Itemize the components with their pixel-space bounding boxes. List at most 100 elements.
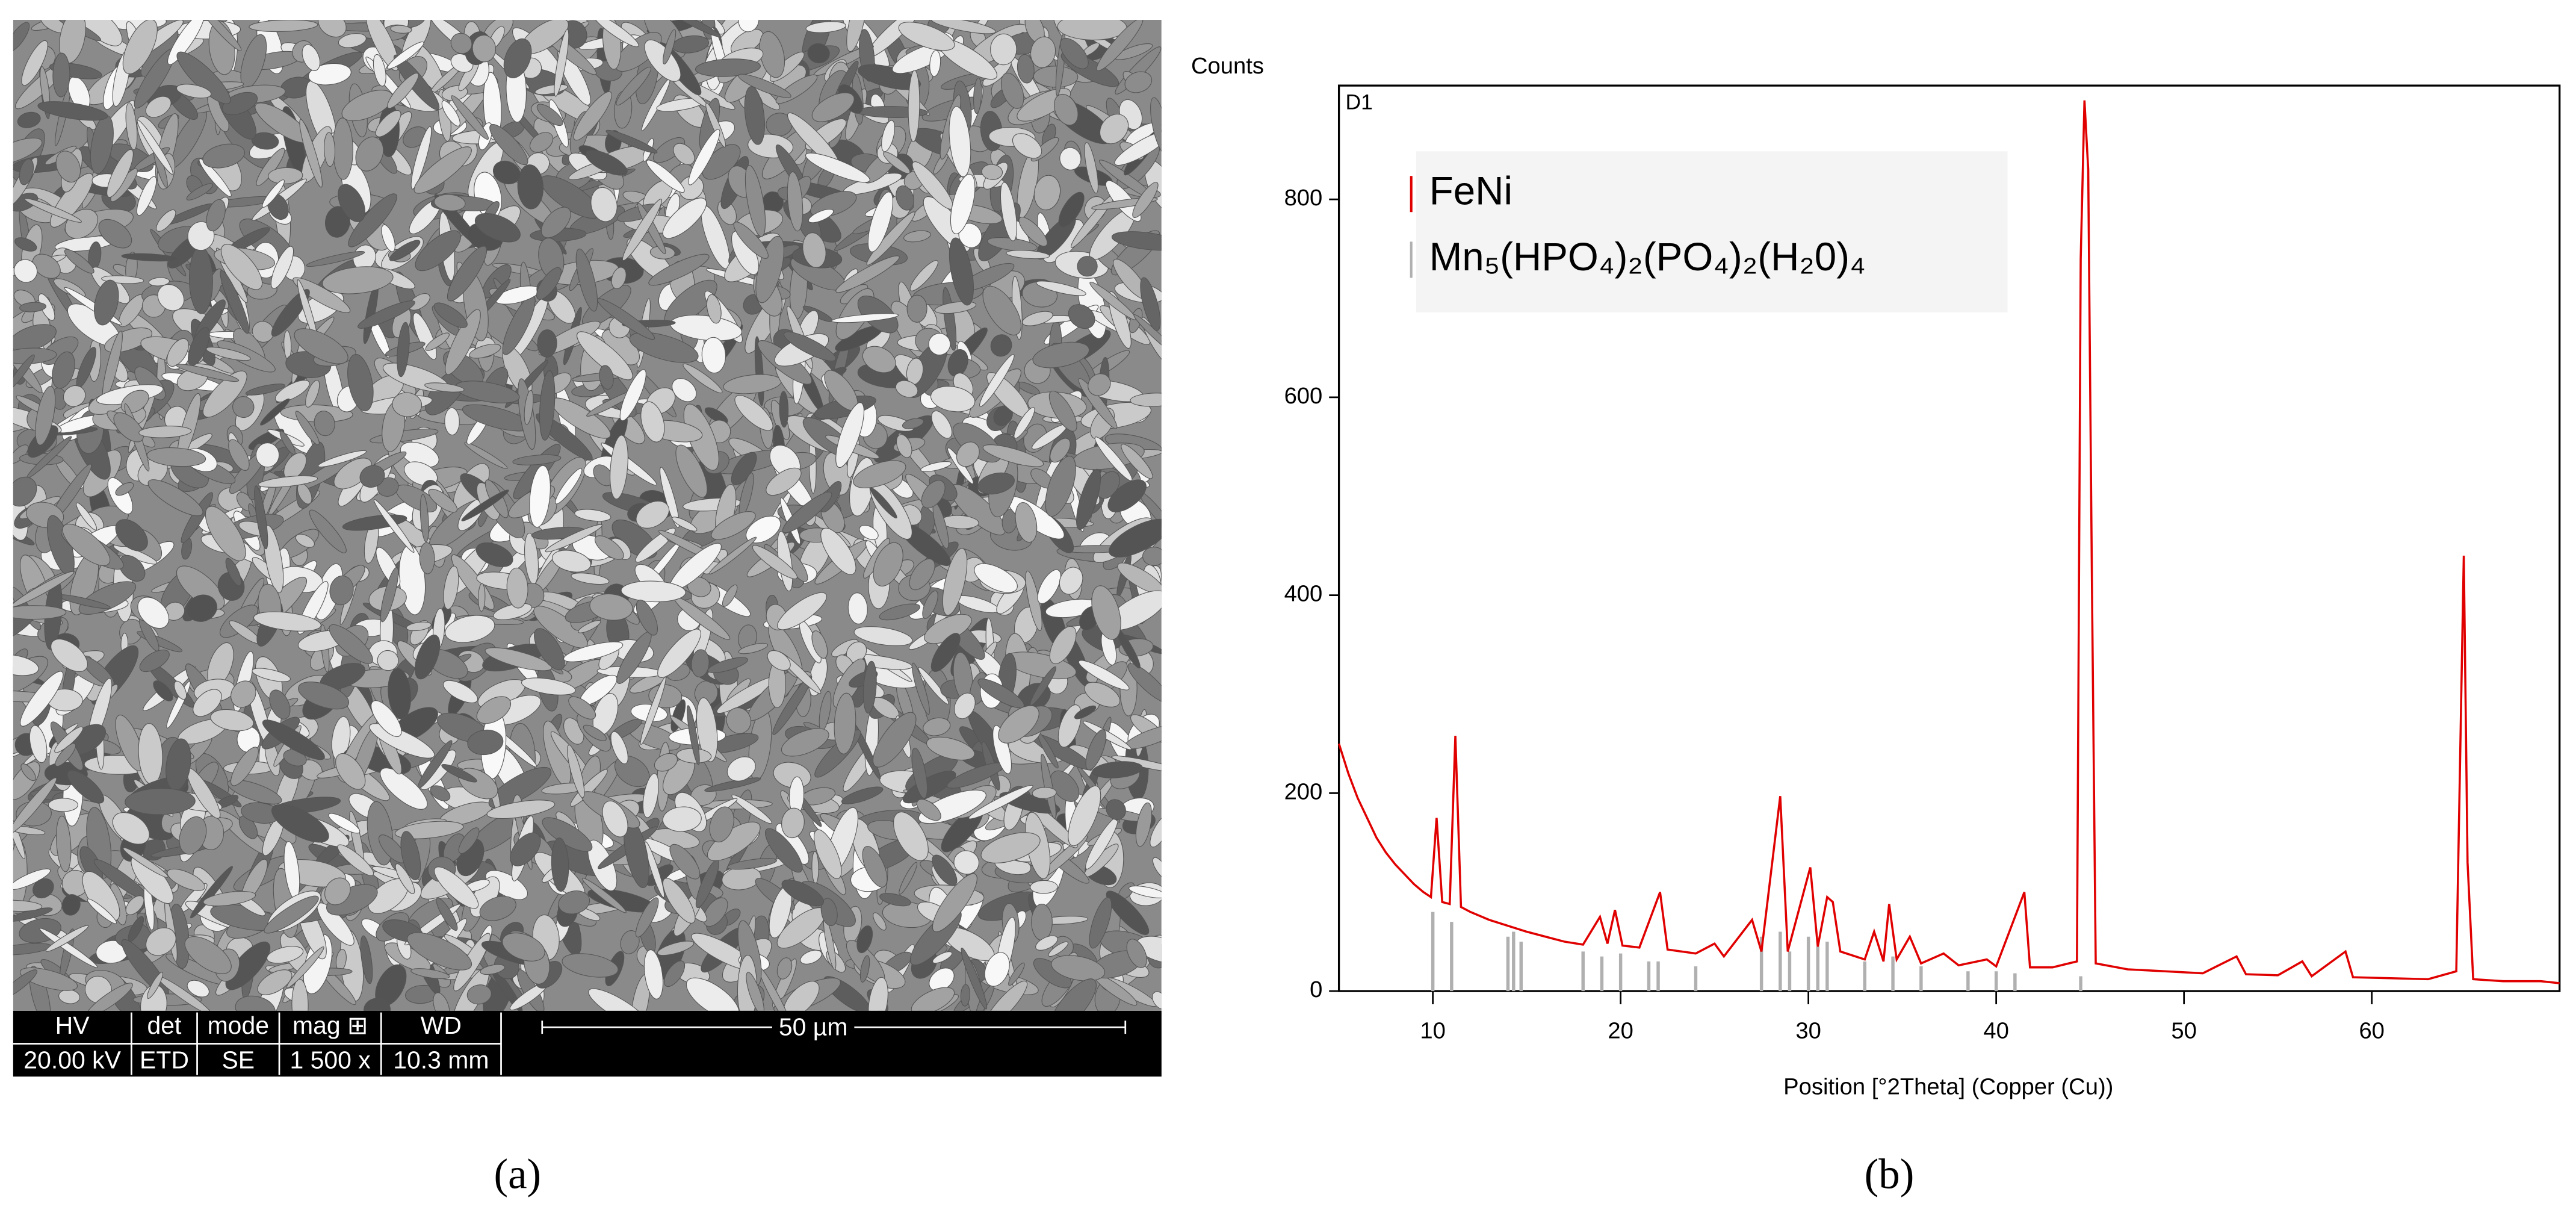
crystal — [1117, 562, 1162, 594]
crystal — [245, 384, 285, 396]
legend-label: FeNi — [1429, 169, 1512, 213]
crystal — [746, 515, 781, 544]
crystal — [324, 206, 350, 238]
crystal — [906, 294, 927, 323]
crystal — [119, 555, 146, 582]
crystal — [153, 680, 173, 701]
crystal — [403, 126, 427, 148]
info-value: 20.00 kV — [23, 1046, 121, 1074]
info-value: ETD — [140, 1046, 189, 1074]
plot-title: D1 — [1346, 90, 1373, 114]
crystal — [444, 407, 460, 436]
crystal — [255, 443, 280, 468]
y-tick-label: 800 — [1284, 185, 1323, 211]
crystal — [1127, 663, 1162, 703]
crystal — [846, 19, 866, 52]
crystal — [574, 509, 611, 522]
info-header: mag ⊞ — [293, 1011, 368, 1039]
crystal — [251, 132, 279, 150]
crystal — [232, 396, 255, 418]
x-tick-label: 50 — [2171, 1018, 2197, 1043]
y-tick-label: 200 — [1284, 778, 1323, 804]
crystal — [1109, 518, 1162, 558]
scale-label: 50 µm — [779, 1013, 848, 1041]
crystal — [488, 766, 552, 809]
crystal — [48, 798, 78, 812]
x-tick-label: 20 — [1608, 1018, 1633, 1043]
crystal — [238, 815, 258, 839]
x-tick-label: 10 — [1420, 1018, 1446, 1043]
crystal — [873, 912, 887, 931]
crystal — [1030, 880, 1058, 894]
crystal — [800, 949, 822, 965]
x-tick-label: 40 — [1983, 1018, 2009, 1043]
crystal — [328, 813, 361, 834]
x-tick-label: 30 — [1795, 1018, 1821, 1043]
y-axis-label: Counts — [1191, 53, 1264, 79]
crystal — [231, 680, 256, 708]
crystal — [537, 329, 557, 358]
x-axis-label: Position [°2Theta] (Copper (Cu)) — [1783, 1074, 2113, 1099]
crystal — [404, 461, 438, 486]
crystal — [394, 821, 464, 839]
crystal — [670, 699, 686, 732]
info-value: 10.3 mm — [393, 1046, 489, 1074]
crystal — [125, 102, 138, 151]
crystal — [464, 442, 508, 470]
crystal — [187, 980, 209, 998]
crystal — [139, 649, 170, 673]
crystal — [1084, 142, 1098, 194]
crystal — [588, 988, 649, 1011]
crystal — [703, 897, 728, 927]
crystal — [722, 584, 738, 607]
crystal — [1142, 547, 1162, 566]
crystal — [679, 175, 704, 200]
crystal — [853, 626, 913, 647]
crystal — [931, 410, 953, 439]
crystal — [616, 66, 652, 106]
crystal — [663, 960, 686, 987]
info-header: HV — [55, 1011, 90, 1039]
crystal — [571, 573, 610, 585]
panel-label: (a) — [494, 1151, 541, 1198]
crystal — [1033, 175, 1061, 211]
x-tick-label: 60 — [2359, 1018, 2385, 1043]
y-tick-label: 600 — [1284, 383, 1323, 409]
y-tick-label: 0 — [1310, 977, 1322, 1002]
crystal — [783, 981, 820, 1011]
panel-label: (b) — [1865, 1151, 1915, 1198]
crystal — [13, 137, 43, 166]
crystal — [98, 219, 132, 249]
crystal — [478, 583, 486, 612]
crystal — [643, 949, 663, 999]
crystal — [199, 158, 232, 197]
info-value: SE — [221, 1046, 255, 1074]
crystal — [686, 977, 740, 1011]
crystal — [13, 605, 67, 620]
crystal — [13, 22, 30, 52]
crystal — [990, 334, 1012, 357]
crystal — [929, 968, 955, 992]
crystal — [318, 19, 347, 38]
info-header: det — [147, 1011, 182, 1039]
crystal — [274, 380, 310, 403]
crystal — [1031, 903, 1053, 941]
crystal — [731, 794, 772, 824]
crystal — [308, 63, 351, 85]
crystal — [923, 717, 951, 736]
crystal — [121, 253, 178, 262]
y-tick-label: 400 — [1284, 581, 1323, 607]
crystal — [1150, 813, 1162, 848]
crystal — [14, 237, 37, 252]
crystal — [704, 407, 728, 424]
crystal — [847, 592, 868, 624]
info-value: 1 500 x — [289, 1046, 371, 1074]
crystal — [738, 642, 769, 654]
crystal — [360, 935, 373, 984]
crystal — [76, 502, 98, 530]
info-header: WD — [421, 1011, 462, 1039]
crystal — [918, 666, 949, 704]
sem-image — [13, 19, 1162, 1011]
crystal — [973, 77, 982, 114]
